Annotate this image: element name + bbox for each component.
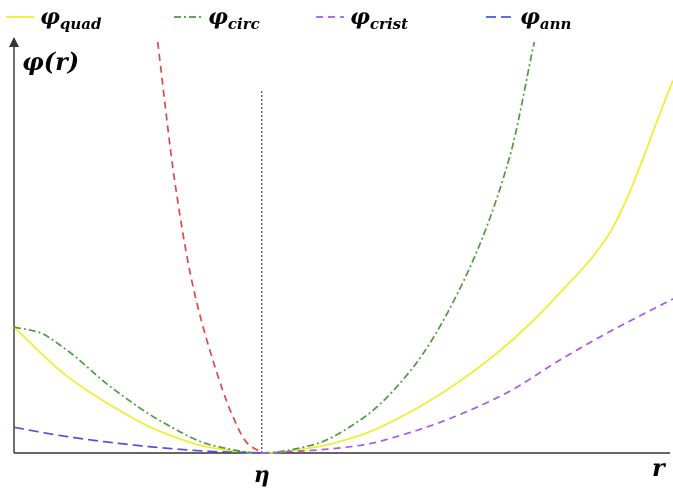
series-crist-line-2 xyxy=(261,298,673,454)
x-tick-layer: η xyxy=(254,462,270,488)
series-ann-line xyxy=(13,426,262,454)
legend-label-ann: φann xyxy=(520,4,571,33)
series-quad-line xyxy=(13,80,673,454)
legend-item-circ: φcirc xyxy=(174,4,260,33)
x-tick-label-0: η xyxy=(254,462,270,488)
series-layer xyxy=(13,41,673,454)
legend-label-circ: φcirc xyxy=(208,4,260,33)
y-axis-title-symbol: φ xyxy=(22,47,44,76)
legend-label-quad: φquad xyxy=(40,4,102,33)
legend-item-crist: φcrist xyxy=(316,4,408,33)
x-axis-title: r xyxy=(652,453,667,482)
legend-item-quad: φquad xyxy=(6,4,102,33)
series-crist-line-1 xyxy=(156,41,263,454)
legend-item-ann: φann xyxy=(486,4,571,33)
legend-label-crist: φcrist xyxy=(350,4,408,33)
series-circ-line xyxy=(13,41,536,454)
legend: φquad φcirc φcrist φann xyxy=(6,4,571,33)
y-axis-title-arg: (r) xyxy=(44,47,79,76)
y-axis-title: φ(r) xyxy=(22,47,79,76)
